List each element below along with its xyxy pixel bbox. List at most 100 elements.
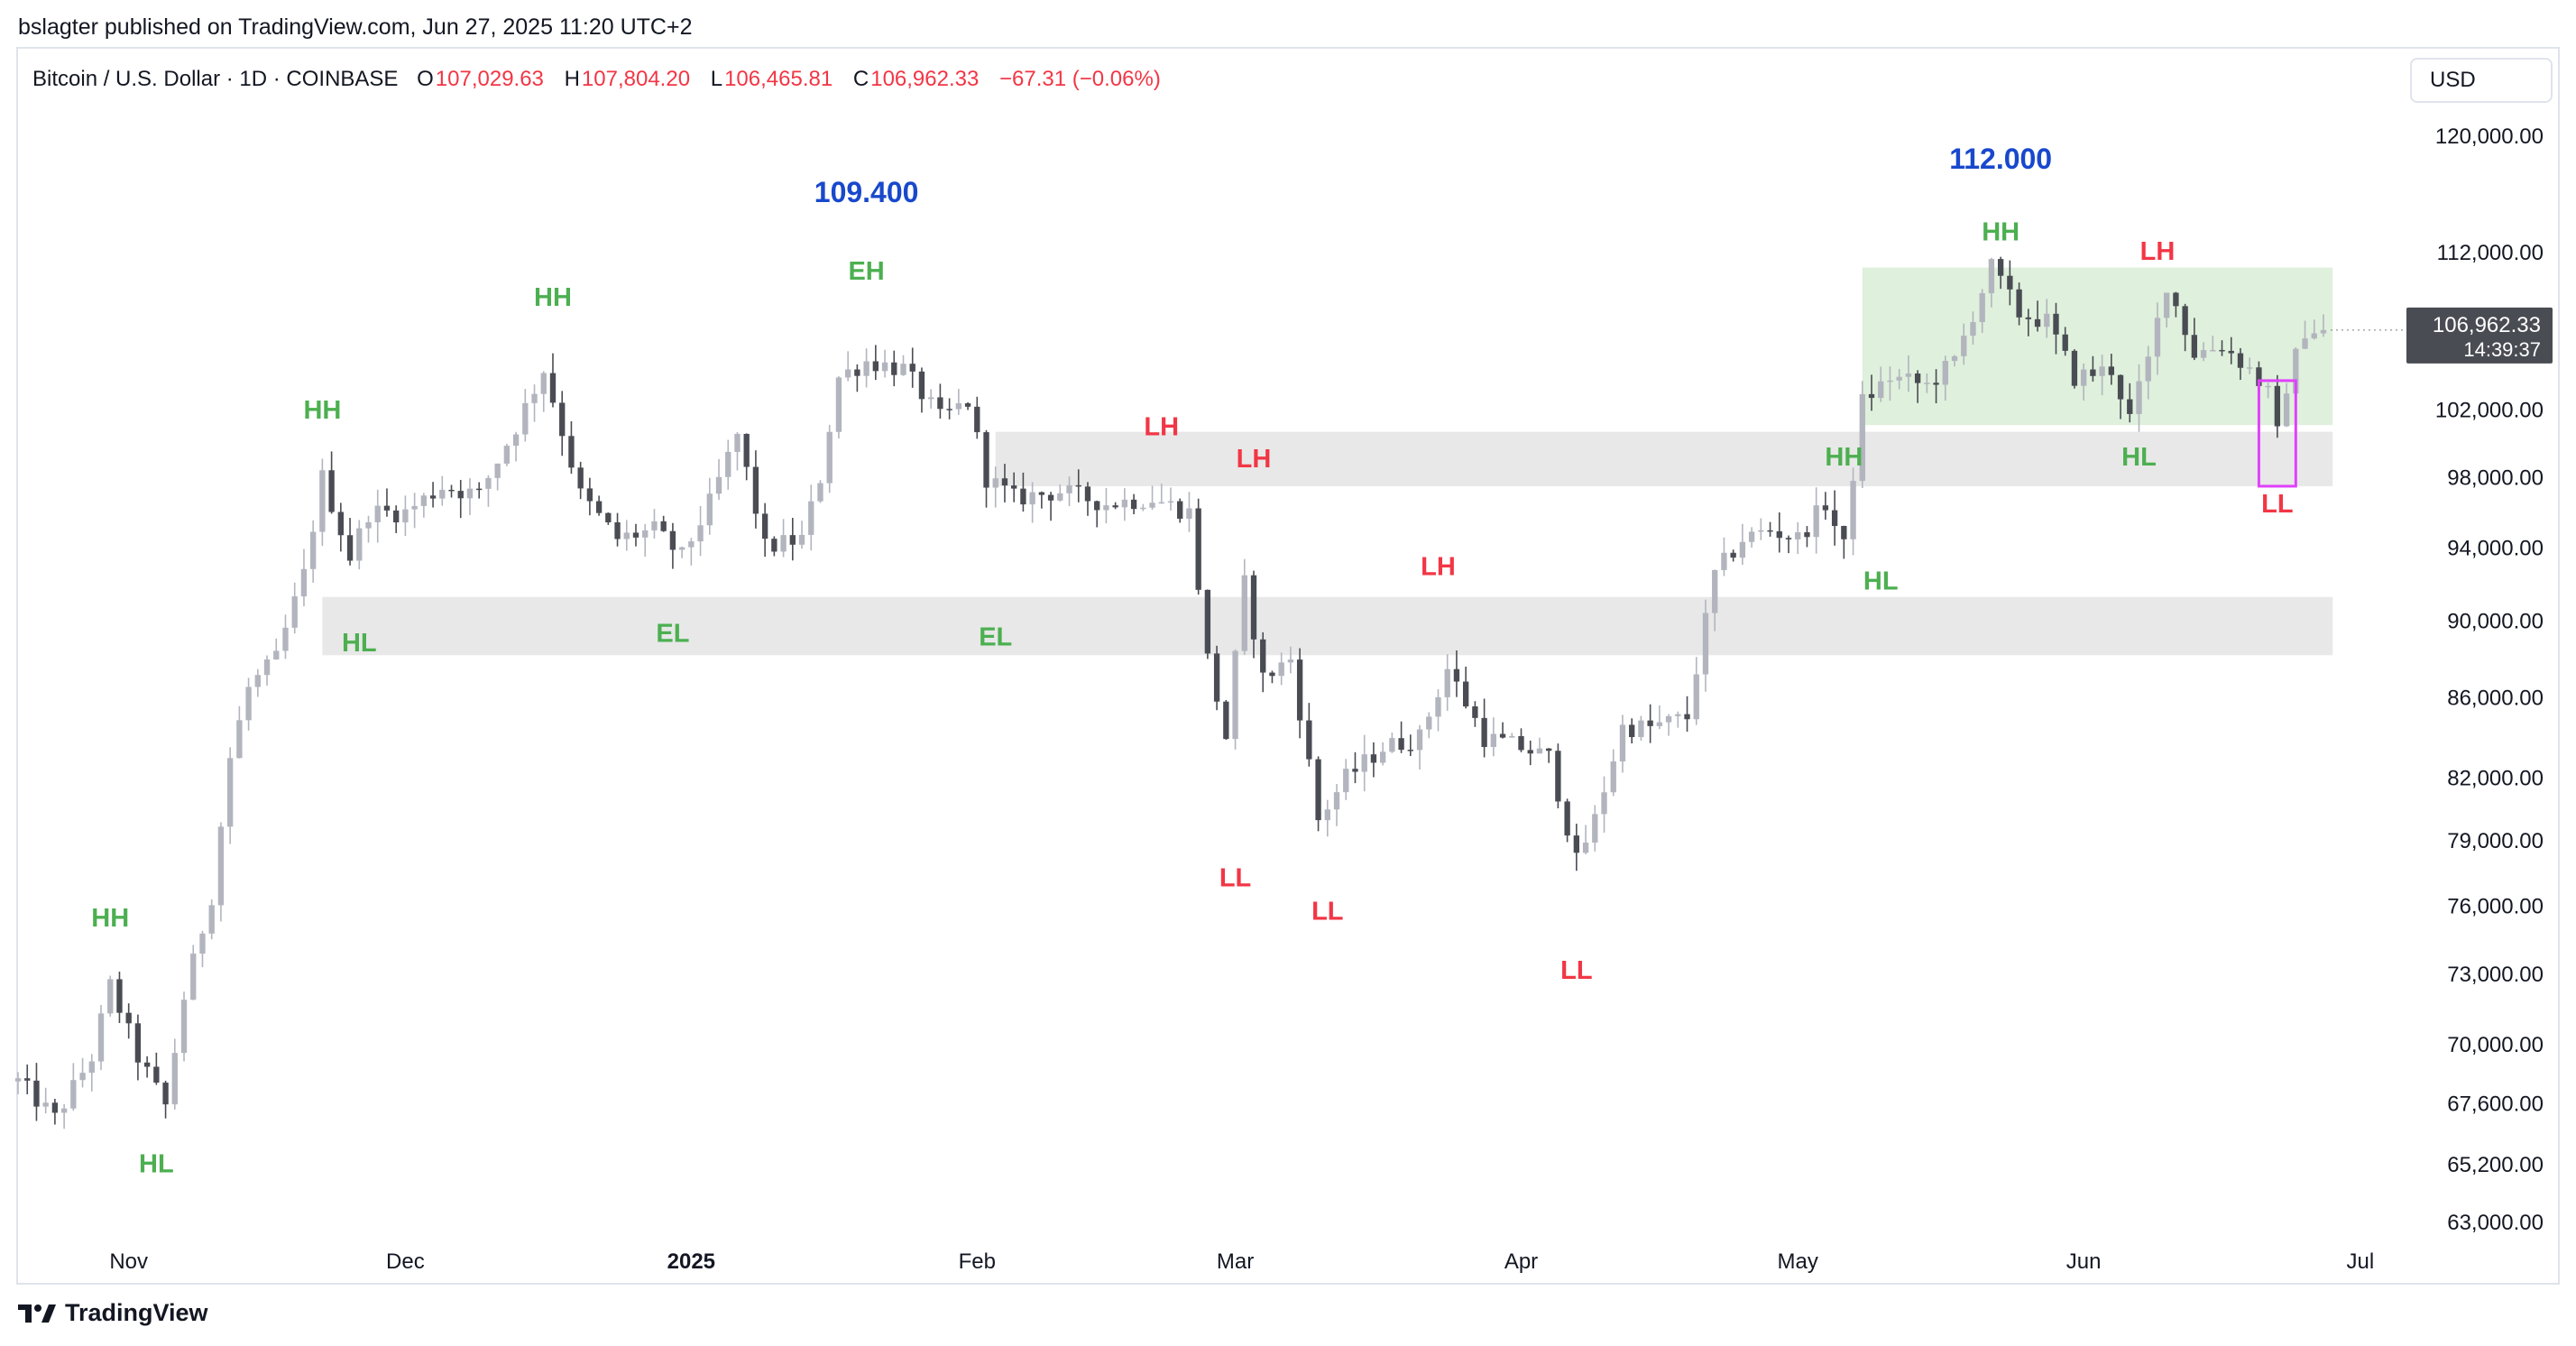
annotation-label: EH: [848, 257, 884, 286]
change-value: −67.31 (−0.06%): [999, 67, 1161, 91]
candle-body: [752, 466, 759, 514]
candle-body: [549, 373, 557, 403]
candle-body: [946, 409, 952, 410]
x-tick-label: Mar: [1217, 1249, 1254, 1274]
candle-body: [2173, 292, 2179, 307]
candle-body: [780, 535, 787, 552]
candle-body: [1905, 373, 1912, 377]
y-tick-label: 67,600.00: [2447, 1092, 2544, 1116]
candle-body: [1370, 754, 1377, 763]
candle-body: [1951, 355, 1958, 362]
candle-body: [328, 470, 335, 512]
candle-body: [1453, 668, 1460, 682]
candle-body: [1140, 507, 1146, 510]
candle-body: [1656, 722, 1663, 726]
x-tick-label: Nov: [109, 1249, 148, 1274]
y-tick-label: 76,000.00: [2447, 895, 2544, 919]
candle-body: [900, 364, 906, 375]
price-tag-countdown: 14:39:37: [2463, 338, 2541, 361]
publisher-line: bslagter published on TradingView.com, J…: [18, 14, 693, 40]
candle-body: [715, 476, 722, 494]
candle-body: [2191, 335, 2198, 358]
candle-body: [1001, 478, 1008, 486]
annotation-label: LL: [2261, 490, 2293, 519]
candle-body: [1057, 493, 1063, 501]
candle-body: [2247, 367, 2253, 369]
candle-body: [678, 547, 685, 550]
candle-body: [909, 364, 915, 372]
candle-body: [1813, 505, 1819, 538]
candle-body: [107, 979, 114, 1014]
candle-body: [1186, 508, 1192, 519]
candle-body: [1306, 720, 1312, 760]
candle-body: [918, 371, 925, 400]
candle-body: [2071, 350, 2078, 386]
tradingview-brand: TradingView: [65, 1299, 208, 1326]
candle-body: [2182, 306, 2188, 336]
candle-body: [337, 512, 345, 536]
candle-body: [273, 650, 280, 660]
candle-body: [1177, 501, 1183, 519]
candle-body: [79, 1073, 86, 1081]
candle-body: [586, 488, 593, 502]
candle-body: [2053, 313, 2059, 335]
candle-body: [1509, 735, 1515, 738]
candle-body: [429, 495, 437, 499]
candle-body: [826, 431, 833, 484]
candle-body: [651, 521, 658, 530]
x-tick-label: Jun: [2066, 1249, 2102, 1274]
candle-body: [1942, 361, 1948, 385]
candle-body: [2219, 349, 2225, 352]
candle-body: [817, 483, 823, 502]
candle-body: [356, 528, 363, 561]
candle-body: [466, 488, 474, 499]
candle-body: [309, 531, 317, 569]
candle-body: [1638, 720, 1644, 738]
candle-body: [1213, 653, 1220, 702]
candle-body: [2154, 318, 2161, 357]
candle-body: [217, 826, 225, 906]
candle-body: [1767, 530, 1773, 532]
tradingview-logo[interactable]: TradingView: [18, 1299, 208, 1327]
annotation-label: EL: [979, 623, 1012, 652]
candle-body: [319, 470, 326, 532]
candle-body: [2080, 369, 2087, 386]
candle-body: [595, 501, 603, 513]
candle-body: [1546, 748, 1552, 751]
candle-body: [116, 979, 123, 1013]
candle-body: [282, 627, 289, 651]
candle-body: [1841, 525, 1847, 539]
candle-body: [1693, 674, 1699, 720]
candle-body: [1130, 499, 1137, 510]
candle-body: [448, 489, 455, 492]
candle-body: [1933, 383, 1939, 385]
x-tick-label: Apr: [1504, 1249, 1538, 1274]
candle-body: [1850, 481, 1856, 539]
candle-body: [531, 393, 538, 403]
currency-button[interactable]: USD: [2410, 58, 2553, 103]
candle-body: [208, 905, 215, 934]
candle-body: [872, 361, 879, 372]
candle-body: [1804, 532, 1810, 538]
candle-body: [2062, 334, 2068, 351]
candle-body: [1518, 735, 1524, 751]
tradingview-logo-icon: [18, 1304, 56, 1323]
candle-body: [1970, 322, 1976, 336]
candle-body: [1730, 552, 1736, 558]
candle-body: [1887, 380, 1893, 383]
candle-body: [2099, 366, 2105, 376]
candle-body: [1426, 716, 1432, 730]
candle-body: [383, 505, 391, 511]
candle-body: [1112, 505, 1118, 508]
annotation-label: LL: [1311, 897, 1343, 926]
candle-body: [1499, 733, 1506, 738]
candle-body: [1343, 769, 1349, 793]
candle-body: [1094, 501, 1100, 511]
candle-body: [485, 477, 492, 489]
candle-body: [1582, 842, 1589, 853]
candle-body: [1167, 501, 1174, 503]
candle-body: [1250, 575, 1257, 640]
candle-body: [1481, 717, 1487, 748]
zone-rect-1: [995, 431, 2333, 486]
